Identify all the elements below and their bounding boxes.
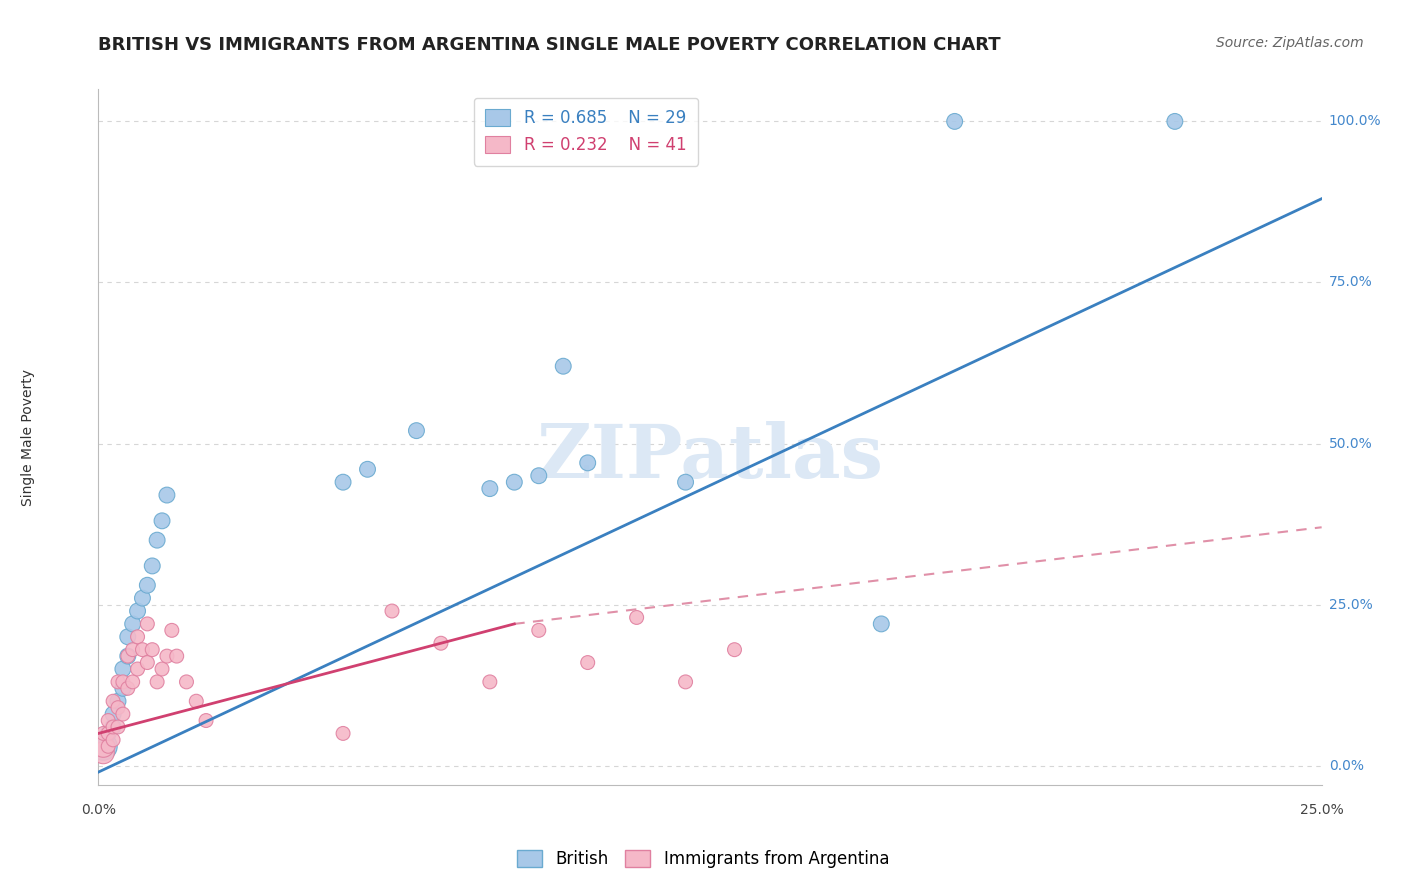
Point: [675, 674, 697, 689]
Text: 25.0%: 25.0%: [1329, 598, 1372, 612]
Point: [121, 674, 143, 689]
Text: 50.0%: 50.0%: [1329, 436, 1372, 450]
Point: [332, 726, 354, 740]
Point: [111, 681, 134, 696]
Text: Source: ZipAtlas.com: Source: ZipAtlas.com: [1216, 36, 1364, 50]
Point: [150, 662, 173, 676]
Text: 0.0%: 0.0%: [82, 803, 115, 817]
Point: [1164, 114, 1187, 128]
Point: [107, 700, 129, 714]
Point: [117, 681, 139, 696]
Point: [166, 649, 188, 664]
Point: [141, 558, 163, 573]
Point: [117, 630, 139, 644]
Text: 25.0%: 25.0%: [1299, 803, 1344, 817]
Point: [332, 475, 354, 490]
Point: [527, 468, 550, 483]
Point: [127, 604, 149, 618]
Point: [111, 707, 134, 722]
Point: [503, 475, 526, 490]
Point: [101, 720, 124, 734]
Point: [91, 746, 114, 760]
Point: [195, 714, 218, 728]
Point: [127, 630, 149, 644]
Point: [870, 616, 893, 631]
Point: [127, 662, 149, 676]
Point: [141, 642, 163, 657]
Point: [156, 488, 179, 502]
Point: [527, 624, 550, 638]
Point: [186, 694, 208, 708]
Point: [117, 649, 139, 664]
Point: [943, 114, 966, 128]
Legend: British, Immigrants from Argentina: British, Immigrants from Argentina: [510, 843, 896, 875]
Point: [405, 424, 427, 438]
Point: [356, 462, 378, 476]
Point: [576, 656, 599, 670]
Point: [131, 591, 153, 606]
Point: [111, 662, 134, 676]
Point: [381, 604, 404, 618]
Point: [136, 578, 159, 592]
Point: [478, 674, 501, 689]
Point: [121, 642, 143, 657]
Point: [553, 359, 575, 374]
Point: [146, 533, 169, 548]
Point: [136, 656, 159, 670]
Text: ZIPatlas: ZIPatlas: [537, 421, 883, 494]
Point: [723, 642, 745, 657]
Point: [107, 720, 129, 734]
Point: [430, 636, 453, 650]
Point: [107, 674, 129, 689]
Point: [150, 514, 173, 528]
Text: 75.0%: 75.0%: [1329, 276, 1372, 290]
Point: [111, 674, 134, 689]
Point: [97, 739, 120, 754]
Point: [97, 726, 120, 740]
Point: [91, 739, 114, 754]
Text: 100.0%: 100.0%: [1329, 114, 1381, 128]
Point: [101, 732, 124, 747]
Point: [131, 642, 153, 657]
Point: [478, 482, 501, 496]
Point: [101, 720, 124, 734]
Text: BRITISH VS IMMIGRANTS FROM ARGENTINA SINGLE MALE POVERTY CORRELATION CHART: BRITISH VS IMMIGRANTS FROM ARGENTINA SIN…: [98, 36, 1001, 54]
Text: Single Male Poverty: Single Male Poverty: [21, 368, 35, 506]
Point: [576, 456, 599, 470]
Legend: R = 0.685    N = 29, R = 0.232    N = 41: R = 0.685 N = 29, R = 0.232 N = 41: [474, 97, 697, 166]
Point: [160, 624, 183, 638]
Point: [97, 714, 120, 728]
Point: [107, 694, 129, 708]
Point: [91, 726, 114, 740]
Point: [136, 616, 159, 631]
Point: [101, 707, 124, 722]
Point: [91, 739, 114, 754]
Point: [121, 616, 143, 631]
Point: [146, 674, 169, 689]
Point: [156, 649, 179, 664]
Point: [176, 674, 198, 689]
Point: [97, 726, 120, 740]
Point: [675, 475, 697, 490]
Point: [117, 649, 139, 664]
Point: [101, 694, 124, 708]
Text: 0.0%: 0.0%: [1329, 758, 1364, 772]
Point: [626, 610, 648, 624]
